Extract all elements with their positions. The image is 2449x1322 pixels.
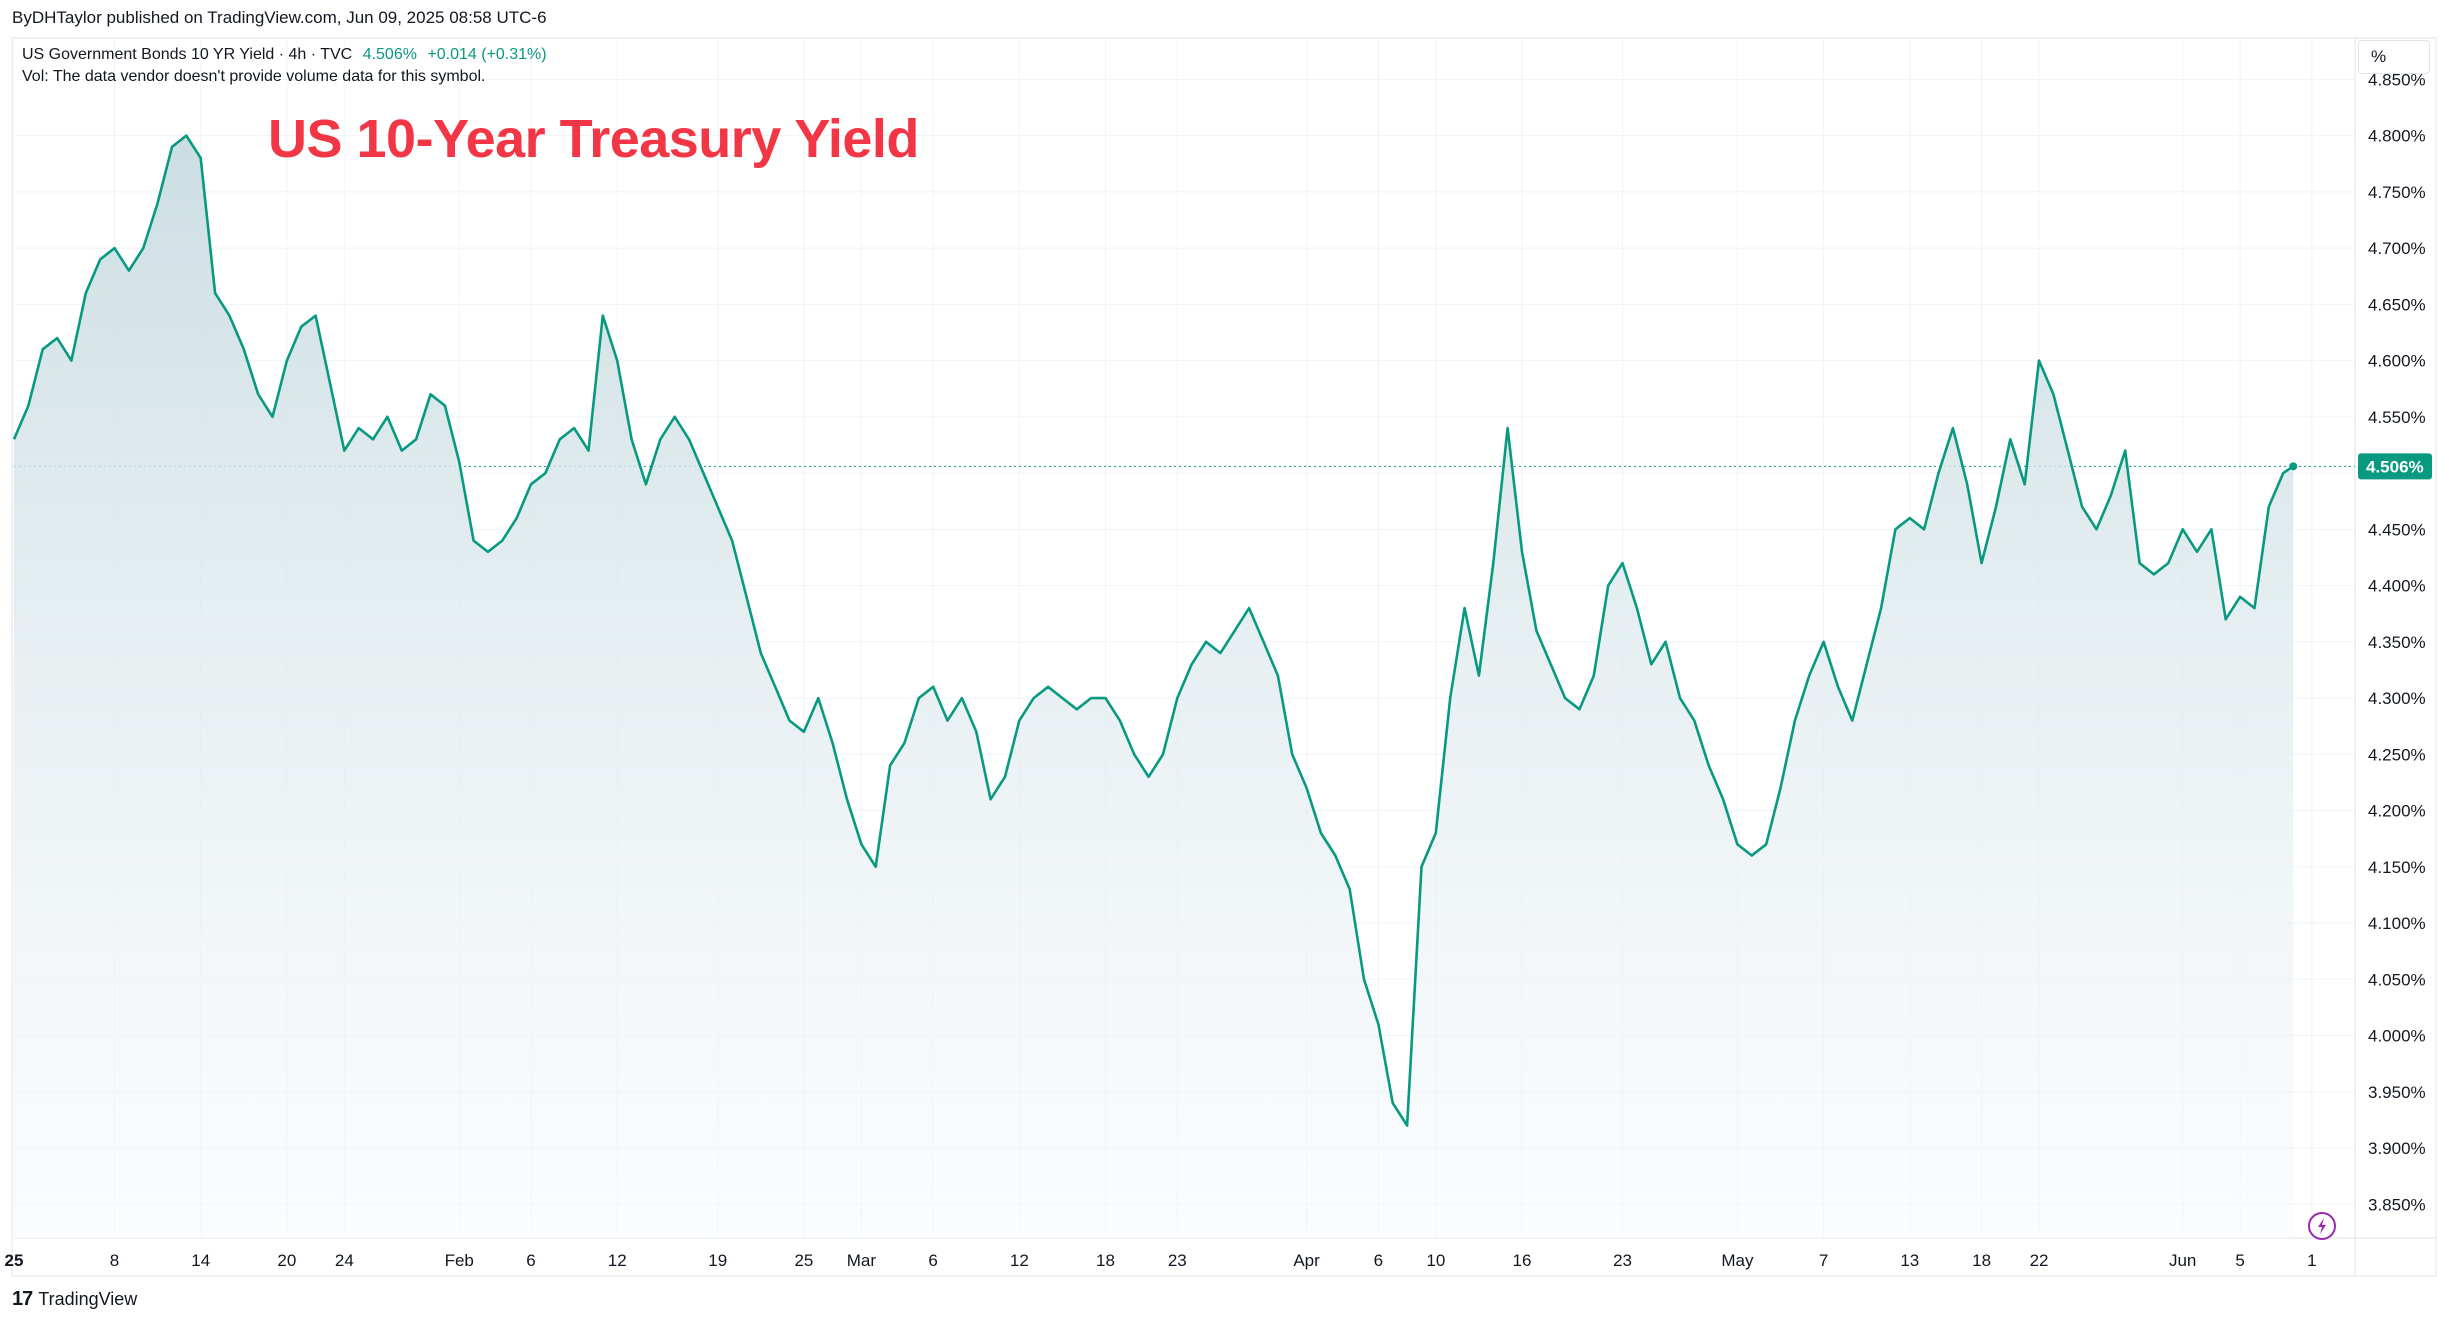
time-tick-label: 8 — [110, 1251, 119, 1270]
lightning-icon-glyph — [2318, 1218, 2326, 1234]
price-tick-label: 4.250% — [2368, 745, 2426, 764]
percent-scale-button[interactable]: % — [2358, 40, 2430, 74]
time-tick-label: 25 — [794, 1251, 813, 1270]
time-tick-label: 7 — [1819, 1251, 1828, 1270]
price-tick-label: 3.950% — [2368, 1083, 2426, 1102]
symbol-legend[interactable]: US Government Bonds 10 YR Yield · 4h · T… — [22, 46, 547, 64]
last-price-label: 4.506% — [2366, 457, 2424, 476]
time-tick-label: 18 — [1096, 1251, 1115, 1270]
time-tick-label: 12 — [608, 1251, 627, 1270]
price-tick-label: 3.850% — [2368, 1195, 2426, 1214]
time-tick-label: 19 — [708, 1251, 727, 1270]
price-tick-label: 4.100% — [2368, 914, 2426, 933]
time-tick-label: Apr — [1293, 1251, 1320, 1270]
time-tick-label: 6 — [928, 1251, 937, 1270]
symbol-name: US Government Bonds 10 YR Yield · 4h · T… — [22, 46, 353, 63]
price-tick-label: 4.050% — [2368, 970, 2426, 989]
brand-name: TradingView — [38, 1289, 138, 1309]
price-tick-label: 4.700% — [2368, 239, 2426, 258]
price-tick-label: 4.800% — [2368, 127, 2426, 146]
price-tick-label: 4.000% — [2368, 1027, 2426, 1046]
area-fill-path — [14, 135, 2294, 1239]
time-tick-label: 10 — [1426, 1251, 1445, 1270]
time-tick-label: 12 — [1010, 1251, 1029, 1270]
last-price-badge — [2358, 453, 2432, 480]
time-tick-label: 18 — [1972, 1251, 1991, 1270]
yield-line — [12, 134, 2294, 1127]
time-tick-label: May — [1721, 1251, 1754, 1270]
time-tick-label: 20 — [277, 1251, 296, 1270]
time-axis: 25 8 14 20 24 Feb 6 12 19 25 Mar 6 12 18 23 Apr 6 10 16 23 M… — [5, 1251, 2317, 1270]
time-tick-label: 6 — [1374, 1251, 1383, 1270]
time-tick-label: 1 — [2307, 1251, 2316, 1270]
time-tick-label: 23 — [1168, 1251, 1187, 1270]
time-tick-label: 23 — [1613, 1251, 1632, 1270]
price-tick-label: 3.900% — [2368, 1139, 2426, 1158]
time-tick-label: Feb — [445, 1251, 474, 1270]
price-tick-label: 4.300% — [2368, 689, 2426, 708]
price-tick-label: 4.750% — [2368, 183, 2426, 202]
time-tick-label: Jun — [2169, 1251, 2196, 1270]
time-tick-label: 16 — [1513, 1251, 1532, 1270]
series-line — [12, 134, 2298, 1127]
volume-note: Vol: The data vendor doesn't provide vol… — [22, 68, 486, 85]
price-tick-label: 4.650% — [2368, 295, 2426, 314]
time-tick-label: 5 — [2235, 1251, 2244, 1270]
time-tick-label: 24 — [335, 1251, 354, 1270]
price-tick-label: 4.450% — [2368, 520, 2426, 539]
tradingview-logo[interactable]: 17 TradingView — [12, 1288, 137, 1311]
time-tick-label: 6 — [526, 1251, 535, 1270]
price-tick-label: 4.600% — [2368, 352, 2426, 371]
overlay-title: US 10-Year Treasury Yield — [268, 109, 919, 169]
area-fill — [14, 135, 2294, 1239]
time-tick-label: 22 — [2030, 1251, 2049, 1270]
price-tick-label: 4.350% — [2368, 633, 2426, 652]
time-tick-label: Mar — [847, 1251, 877, 1270]
last-point-dot — [2289, 462, 2298, 471]
price-tick-label: 4.150% — [2368, 858, 2426, 877]
price-tick-label: 4.200% — [2368, 802, 2426, 821]
last-value: 4.506% — [362, 46, 417, 63]
price-tick-label: 4.400% — [2368, 577, 2426, 596]
tradingview-logo-icon: 17 — [12, 1288, 33, 1310]
price-tick-label: 4.850% — [2368, 70, 2426, 89]
time-tick-label: 14 — [191, 1251, 210, 1270]
price-axis: 4.850% 4.800% 4.750% 4.700% 4.650% 4.600% 4.55… — [2358, 70, 2432, 1214]
chart-frame — [11, 37, 2437, 1277]
price-tick-label: 4.550% — [2368, 408, 2426, 427]
time-tick-label: 13 — [1900, 1251, 1919, 1270]
time-tick-label: 25 — [5, 1251, 24, 1270]
publisher-caption: ByDHTaylor published on TradingView.com,… — [12, 8, 547, 27]
change-value: +0.014 (+0.31%) — [427, 46, 547, 63]
